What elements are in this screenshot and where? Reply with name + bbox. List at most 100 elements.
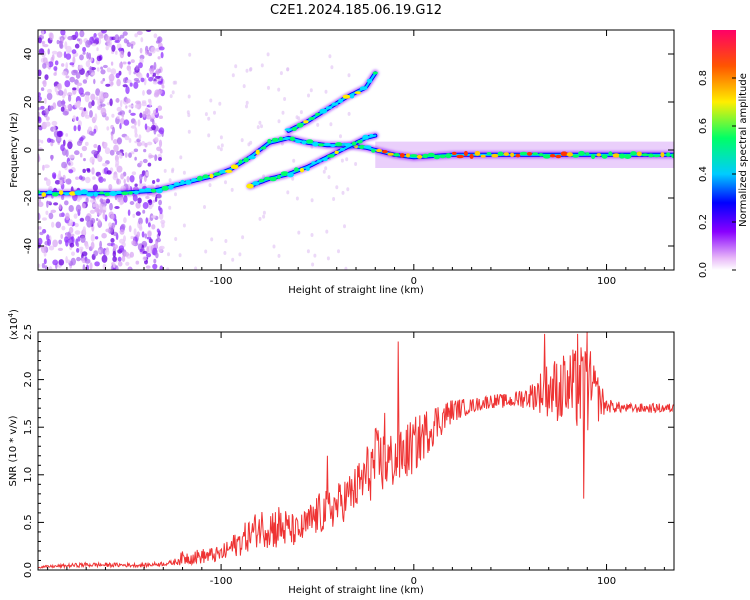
noise-dot — [42, 217, 47, 221]
noise-dot — [90, 234, 95, 242]
noise-dot — [347, 73, 351, 78]
noise-dot — [324, 89, 328, 94]
ridge-blob — [427, 152, 435, 157]
noise-dot — [155, 68, 160, 76]
noise-dot — [110, 68, 117, 75]
noise-dot — [92, 184, 98, 192]
noise-dot — [117, 111, 123, 116]
noise-dot — [69, 62, 75, 66]
noise-dot — [158, 127, 165, 135]
noise-dot — [117, 261, 123, 267]
noise-dot — [241, 235, 245, 240]
noise-dot — [51, 50, 58, 55]
noise-dot — [123, 178, 126, 184]
ridge-blob — [128, 191, 133, 195]
noise-dot — [46, 92, 53, 101]
ridge-blob — [433, 154, 441, 160]
noise-dot — [47, 48, 50, 55]
ridge-blob — [291, 127, 297, 131]
noise-dot — [40, 87, 45, 91]
noise-dot — [65, 212, 70, 221]
ridge-blob — [255, 149, 260, 155]
noise-dot — [150, 65, 154, 69]
noise-dot — [59, 213, 63, 218]
noise-dot — [93, 33, 97, 38]
noise-dot — [126, 79, 132, 84]
noise-dot — [63, 88, 67, 97]
x-tick-label: 0 — [411, 276, 417, 287]
noise-dot — [105, 116, 109, 121]
ridge-blob — [156, 189, 163, 194]
noise-dot — [130, 235, 134, 240]
noise-dot — [103, 93, 108, 98]
noise-dot — [78, 175, 83, 180]
y-tick-label: 0.5 — [23, 514, 34, 530]
noise-dot — [103, 142, 108, 148]
noise-dot — [218, 101, 222, 106]
colorbar-tick-label: 0.4 — [698, 166, 709, 182]
ridge-blob — [144, 187, 152, 191]
noise-dot — [117, 256, 122, 262]
ridge-blob — [591, 153, 596, 160]
ridge-blob — [202, 174, 209, 179]
noise-dot — [326, 256, 330, 261]
ridge-blob — [349, 93, 355, 99]
noise-dot — [135, 211, 141, 216]
noise-dot — [166, 267, 170, 270]
noise-dot — [44, 108, 49, 115]
ridge-blob — [104, 192, 111, 197]
noise-dot — [346, 187, 350, 192]
noise-dot — [159, 265, 164, 270]
noise-dot — [110, 133, 114, 141]
noise-dot — [105, 45, 109, 51]
ridge-blob — [671, 153, 674, 159]
noise-dot — [97, 98, 101, 106]
ridge-blob — [93, 191, 98, 197]
noise-dot — [182, 170, 186, 175]
ridge-blob — [387, 152, 394, 156]
noise-dot — [156, 178, 160, 183]
noise-dot — [136, 30, 143, 36]
noise-dot — [104, 214, 108, 222]
noise-dot — [40, 105, 45, 110]
noise-dot — [78, 65, 83, 70]
noise-dot — [57, 100, 63, 107]
noise-dot — [79, 30, 85, 38]
y-tick-label: -20 — [23, 190, 34, 206]
noise-dot — [38, 197, 42, 203]
ridge-blob — [151, 188, 157, 193]
x-tick-label: 100 — [597, 576, 616, 587]
noise-dot — [151, 124, 156, 131]
noise-dot — [113, 144, 119, 153]
y-tick-label: -40 — [23, 238, 34, 254]
noise-dot — [89, 262, 93, 270]
noise-dot — [65, 62, 68, 70]
ridge-blob — [185, 179, 192, 185]
noise-dot — [104, 249, 110, 256]
noise-dot — [329, 122, 333, 127]
noise-dot — [258, 120, 262, 125]
noise-dot — [76, 256, 81, 262]
noise-dot — [144, 123, 148, 130]
spectrogram-axes: -100 0 100 -40 -20 0 20 40 — [23, 29, 674, 287]
noise-dot — [38, 37, 42, 44]
noise-dot — [203, 205, 206, 209]
noise-dot — [48, 245, 55, 251]
noise-dot — [76, 116, 79, 122]
noise-dot — [146, 114, 152, 120]
noise-dot — [102, 162, 108, 167]
noise-dot — [56, 130, 63, 138]
noise-dot — [151, 215, 157, 219]
ridge-blob — [243, 157, 249, 163]
noise-dot — [217, 145, 221, 150]
ridge-blob — [660, 152, 665, 158]
noise-dot — [171, 169, 174, 174]
noise-dot — [115, 73, 120, 79]
ridge-blob — [515, 153, 521, 158]
ridge-blob — [276, 174, 281, 180]
ridge-blob — [299, 167, 305, 173]
noise-dot — [144, 50, 150, 56]
noise-dot — [238, 252, 242, 257]
snr-panel: -100 0 100 0.0 0.5 1.0 1.5 2.0 2.5 Height of str… — [7, 309, 675, 596]
noise-dot — [116, 78, 121, 87]
